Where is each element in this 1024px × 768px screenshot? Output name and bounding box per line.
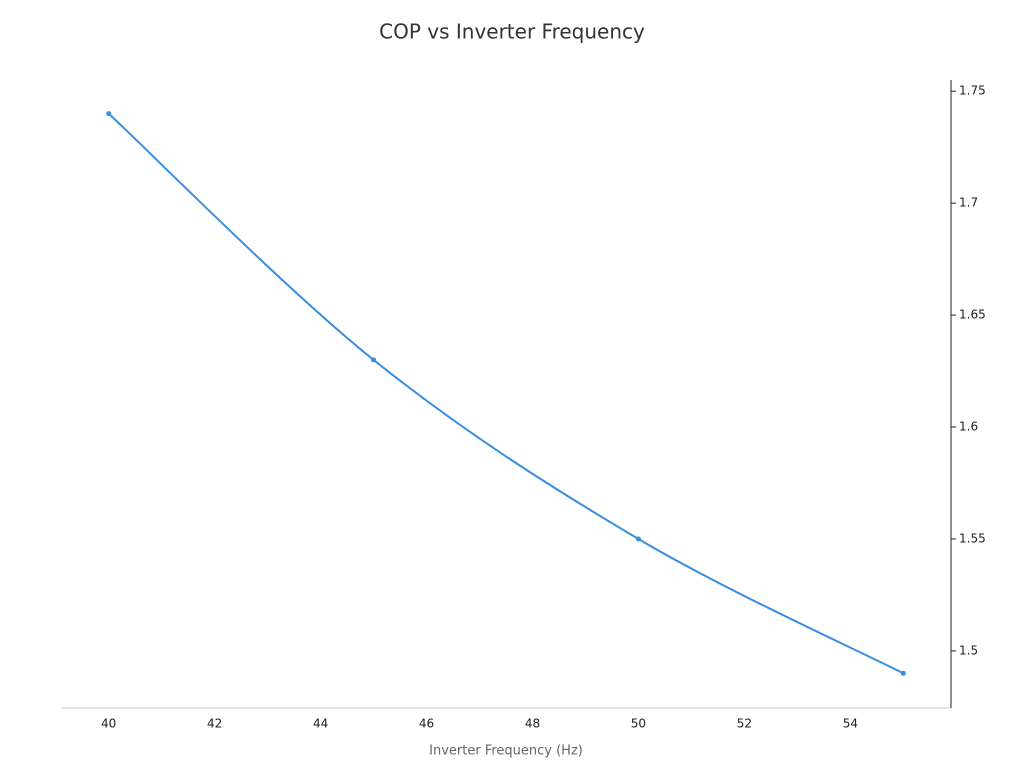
x-tick-label: 40 — [101, 717, 116, 731]
x-tick-label: 48 — [525, 717, 540, 731]
line — [107, 112, 904, 675]
x-tick-label: 44 — [313, 717, 328, 731]
x-tick-label: 50 — [631, 717, 646, 731]
chart-title: COP vs Inverter Frequency — [379, 20, 645, 44]
y-tick-label: 1.55 — [959, 531, 986, 545]
x-axis-label: Inverter Frequency (Hz) — [429, 744, 583, 759]
y-tick-label: 1.6 — [959, 420, 978, 434]
point — [635, 536, 641, 542]
y-tick-label: 1.65 — [959, 308, 986, 322]
x-tick-label: 54 — [843, 717, 858, 731]
y-tick-label: 1.75 — [959, 84, 986, 98]
y-tick-label: 1.7 — [959, 196, 978, 210]
x-tick-label: 46 — [419, 717, 434, 731]
x-tick-label: 52 — [737, 717, 752, 731]
x-tick-label: 42 — [207, 717, 222, 731]
point — [106, 111, 112, 117]
y-tick-label: 1.5 — [959, 643, 978, 657]
point — [371, 357, 377, 363]
point — [900, 670, 906, 676]
